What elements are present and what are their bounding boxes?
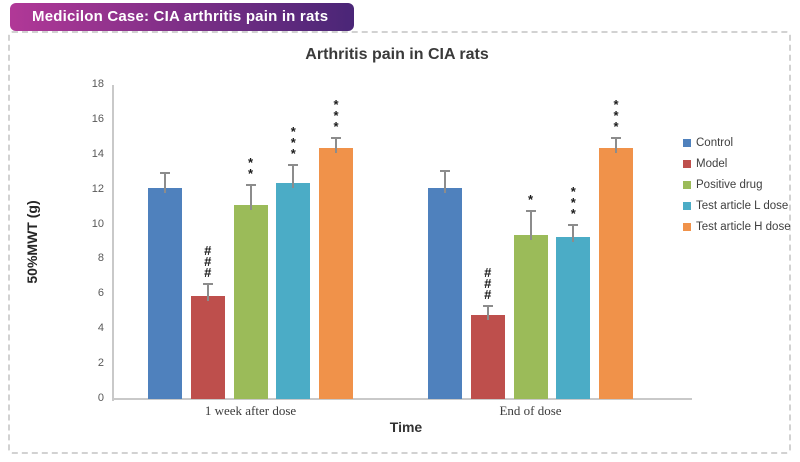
error-bar-stem	[529, 209, 532, 240]
error-bar-stem	[486, 304, 489, 321]
y-tick-label: 10	[91, 217, 104, 230]
error-bar-cap	[611, 137, 621, 140]
error-bar-cap	[440, 170, 450, 173]
error-bar-cap	[160, 172, 170, 175]
legend-item: Positive drug	[683, 174, 791, 195]
bar-positive-drug	[513, 235, 548, 399]
bar-test-article-l-dose	[556, 236, 591, 399]
error-bar-stem	[335, 137, 337, 153]
significance-annotation: * *	[247, 154, 254, 181]
error-bar-stem	[164, 172, 166, 193]
significance-annotation: *	[527, 191, 534, 207]
error-bar-cap	[202, 282, 213, 285]
chart-title: Arthritis pain in CIA rats	[305, 46, 489, 63]
legend-label: Model	[696, 157, 728, 170]
y-tick-label: 2	[97, 357, 104, 370]
bar-test-article-h-dose	[599, 147, 633, 399]
x-axis-line	[112, 398, 692, 400]
error-bar-cap	[331, 137, 341, 140]
error-bar-stem	[615, 137, 617, 153]
bar-test-article-h-dose	[319, 147, 353, 399]
y-tick-label: 18	[91, 78, 104, 90]
error-bar-cap	[568, 223, 579, 226]
x-category-label: 1 week after dose	[204, 403, 297, 418]
significance-annotation: * * *	[570, 183, 576, 221]
y-tick-label: 0	[97, 392, 104, 404]
y-tick-label: 4	[97, 322, 104, 335]
y-axis-title: 50%MWT (g)	[24, 200, 40, 284]
legend-item: Model	[683, 153, 791, 174]
significance-annotation: * * *	[290, 123, 296, 161]
error-bar-cap	[482, 304, 493, 307]
bar-positive-drug	[233, 205, 268, 399]
x-category-label: End of dose	[499, 403, 562, 418]
legend-label: Positive drug	[696, 178, 763, 191]
y-axis-line	[112, 85, 114, 401]
error-bar-cap	[245, 183, 256, 186]
chart-legend: Control Model Positive drug Test article L …	[683, 132, 791, 237]
error-bar-stem	[572, 223, 575, 242]
x-axis-title: Time	[389, 419, 423, 435]
legend-label: Control	[696, 136, 734, 149]
y-tick-label: 8	[97, 252, 104, 265]
significance-annotation: # # #	[204, 242, 212, 280]
error-bar-stem	[249, 183, 252, 211]
bar-control	[148, 187, 182, 399]
case-header-badge: Medicilon Case: CIA arthritis pain in ra…	[10, 3, 354, 31]
legend-color-swatch	[683, 180, 691, 189]
legend-color-swatch	[683, 201, 691, 210]
error-bar-stem	[206, 282, 209, 302]
legend-item: Test article L dose	[683, 195, 791, 216]
content-frame	[8, 31, 791, 454]
legend-color-swatch	[683, 159, 691, 168]
legend-label: Test article H dose	[696, 220, 791, 233]
legend-item: Control	[683, 132, 791, 153]
bar-model	[470, 315, 505, 399]
legend-color-swatch	[683, 222, 691, 231]
y-tick-label: 14	[91, 147, 104, 160]
significance-annotation: * * *	[333, 97, 339, 135]
bar-control	[428, 187, 462, 399]
error-bar-cap	[525, 209, 536, 212]
legend-item: Test article H dose	[683, 216, 791, 237]
y-tick-label: 12	[91, 182, 104, 195]
bar-test-article-l-dose	[276, 182, 311, 399]
error-bar-cap	[288, 163, 299, 166]
legend-color-swatch	[683, 138, 691, 147]
bar-model	[190, 296, 225, 399]
significance-annotation: # # #	[484, 264, 492, 302]
y-tick-label: 16	[91, 112, 104, 125]
y-tick-label: 6	[97, 287, 104, 300]
significance-annotation: * * *	[613, 97, 619, 135]
error-bar-stem	[444, 170, 446, 193]
error-bar-stem	[292, 163, 295, 188]
legend-label: Test article L dose	[696, 199, 789, 212]
